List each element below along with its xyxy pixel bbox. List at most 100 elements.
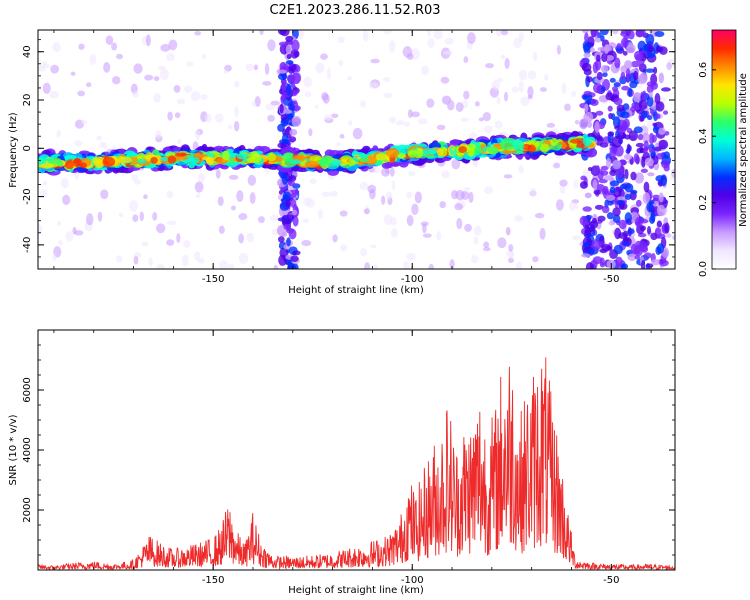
heatmap-band-blob [285, 35, 294, 42]
heatmap-band-blob [624, 168, 629, 180]
heatmap-speckle [58, 240, 63, 246]
heatmap-band-blob [633, 126, 643, 134]
colorbar-label: Normalized spectral amplitude [738, 73, 749, 227]
heatmap-band-blob [613, 244, 623, 255]
heatmap-speckle [56, 129, 61, 138]
heatmap-speckle [308, 128, 313, 137]
heatmap-speckle [483, 125, 493, 134]
heatmap-band-blob [624, 60, 633, 70]
heatmap-band-blob [614, 57, 621, 69]
heatmap-speckle [144, 74, 154, 81]
heatmap-band-blob [286, 54, 292, 60]
heatmap-ridge-blob [516, 144, 525, 150]
heatmap-band-blob [614, 145, 624, 157]
heatmap-speckle [62, 194, 71, 206]
heatmap-speckle [228, 264, 235, 269]
heatmap-speckle [329, 190, 339, 197]
heatmap-speckle [496, 96, 501, 105]
heatmap-speckle [97, 211, 103, 222]
heatmap-ridge-blob [73, 157, 82, 168]
heatmap-speckle [509, 251, 515, 259]
heatmap-speckle [133, 63, 143, 74]
heatmap-band-blob [594, 59, 602, 71]
heatmap-band-blob [606, 212, 614, 220]
x-tick-label: -150 [202, 575, 225, 586]
heatmap-ridge-blob [540, 143, 550, 153]
x-tick-label: -50 [603, 274, 619, 285]
heatmap-speckle [483, 241, 490, 248]
heatmap-speckle [555, 199, 564, 211]
heatmap-band-blob [281, 133, 289, 145]
heatmap-band-blob [640, 168, 648, 174]
heatmap-speckle [139, 211, 144, 222]
heatmap-speckle [474, 101, 480, 107]
heatmap-band-blob [593, 189, 601, 195]
heatmap-speckle [608, 220, 616, 226]
heatmap-ridge-blob [422, 148, 437, 155]
heatmap-speckle [230, 205, 236, 211]
heatmap-speckle [148, 257, 153, 267]
heatmap-band-blob [599, 142, 609, 148]
heatmap-speckle [86, 82, 92, 88]
heatmap-band-blob [609, 149, 617, 159]
heatmap-speckle [534, 212, 545, 219]
heatmap-speckle [574, 204, 579, 210]
heatmap-band-blob [280, 114, 288, 121]
heatmap-speckle [500, 54, 506, 60]
heatmap-speckle [440, 76, 450, 84]
heatmap-band-blob [660, 87, 671, 92]
heatmap-speckle [176, 98, 186, 105]
heatmap-band-blob [286, 237, 291, 247]
heatmap-band-blob [602, 71, 608, 78]
heatmap-speckle [518, 80, 524, 93]
heatmap-band-blob [579, 215, 588, 226]
heatmap-speckle [215, 169, 221, 179]
heatmap-band-blob [640, 245, 649, 253]
heatmap-band-blob [616, 199, 626, 205]
heatmap-band-blob [292, 250, 301, 256]
heatmap-band-blob [647, 44, 655, 53]
heatmap-speckle [89, 54, 97, 65]
heatmap-speckle [132, 214, 139, 223]
heatmap-band-blob [596, 71, 603, 81]
heatmap-band-blob [285, 83, 292, 96]
heatmap-band-blob [292, 215, 299, 227]
heatmap-speckle [99, 141, 105, 148]
heatmap-speckle [74, 230, 84, 236]
heatmap-ridge-blob [466, 143, 476, 151]
heatmap-band-blob [581, 62, 592, 72]
heatmap-speckle [482, 112, 492, 122]
heatmap-band-blob [290, 255, 299, 262]
heatmap-speckle [86, 213, 94, 226]
heatmap-speckle [133, 180, 142, 185]
heatmap-speckle [42, 82, 51, 94]
heatmap-speckle [411, 48, 420, 61]
heatmap-speckle [383, 77, 391, 82]
heatmap-band-blob [287, 180, 296, 187]
heatmap-speckle [380, 167, 391, 177]
heatmap-speckle [77, 90, 86, 97]
heatmap-band-blob [655, 101, 665, 112]
heatmap-speckle [267, 114, 275, 122]
heatmap-speckle [103, 62, 111, 73]
heatmap-speckle [513, 37, 522, 49]
heatmap-band-blob [634, 172, 645, 184]
heatmap-speckle [112, 76, 121, 85]
heatmap-band-blob [288, 136, 297, 143]
heatmap-band-blob [627, 30, 635, 40]
heatmap-band-blob [645, 263, 654, 268]
heatmap-speckle [500, 30, 509, 36]
spectrogram-heatmap [38, 30, 675, 269]
heatmap-speckle [443, 50, 454, 55]
heatmap-band-blob [624, 183, 634, 193]
x-tick-label: -150 [202, 274, 225, 285]
heatmap-band-blob [658, 139, 669, 150]
heatmap-speckle [658, 96, 667, 102]
heatmap-ridge-blob [167, 155, 177, 164]
colorbar-ticks: 0.0 0.2 0.4 0.6 [698, 62, 716, 277]
heatmap-speckle [383, 214, 393, 226]
heatmap-band-blob [656, 204, 666, 217]
heatmap-speckle [559, 184, 566, 194]
heatmap-band-blob [281, 231, 288, 237]
heatmap-speckle [451, 189, 459, 200]
